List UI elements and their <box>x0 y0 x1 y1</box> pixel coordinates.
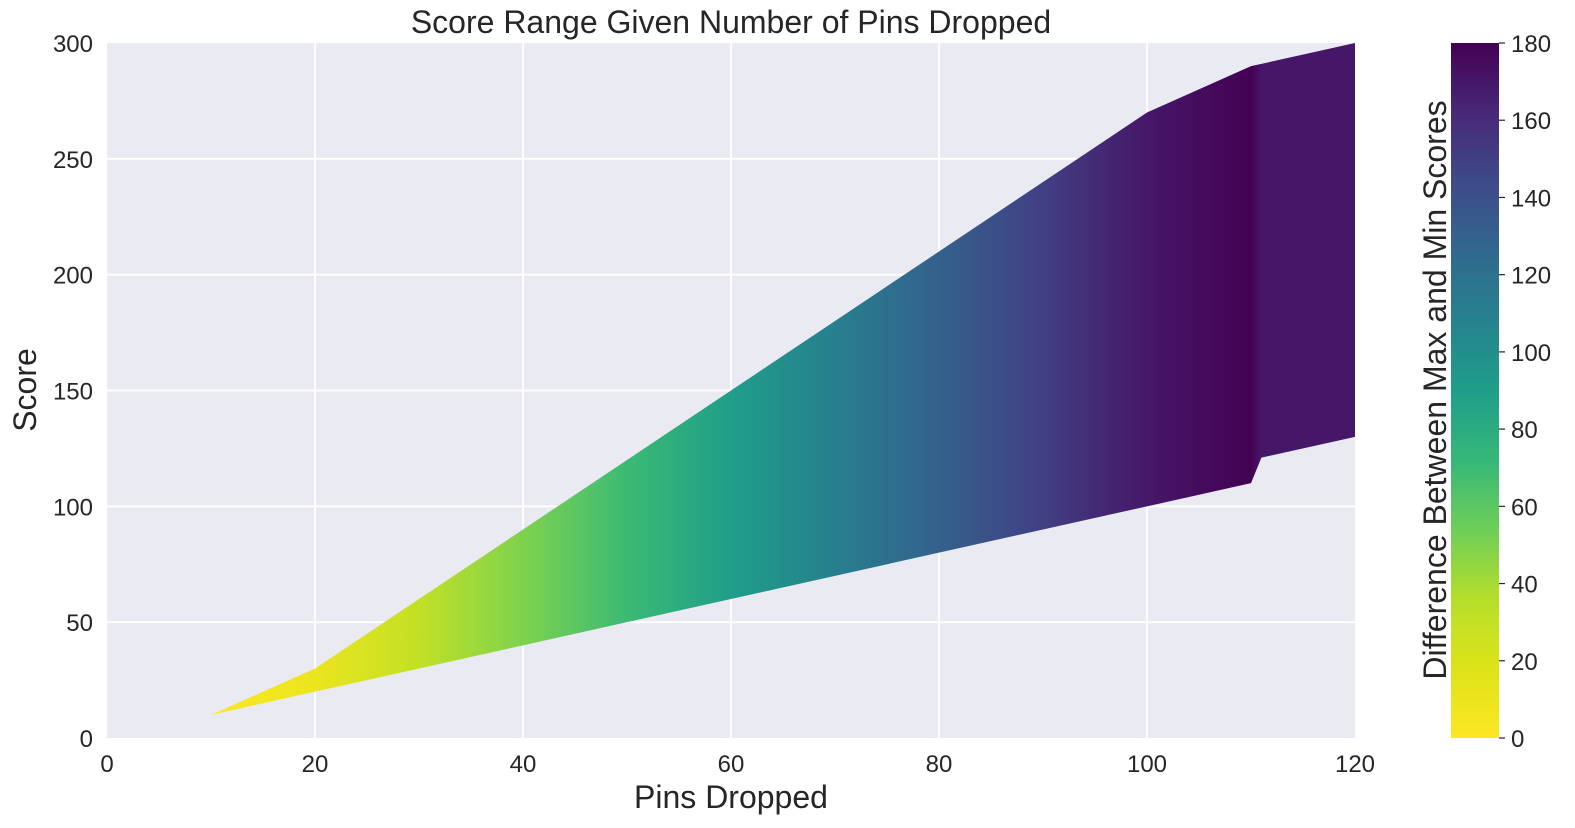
colorbar-tick-label: 80 <box>1511 417 1538 444</box>
score-range-area-layer <box>107 43 1355 738</box>
x-tick-label: 80 <box>926 751 953 778</box>
y-tick-label: 250 <box>53 147 93 174</box>
x-tick-label: 60 <box>718 751 745 778</box>
colorbar-tick-label: 160 <box>1511 108 1551 135</box>
y-tick-label: 200 <box>53 263 93 290</box>
y-tick-label: 150 <box>53 379 93 406</box>
colorbar-tick-label: 120 <box>1511 263 1551 290</box>
x-axis-title: Pins Dropped <box>634 779 828 815</box>
y-axis-title: Score <box>7 348 43 432</box>
colorbar <box>1451 43 1499 738</box>
colorbar-tick-labels: 0 20 40 60 80 100 120 140 160 180 <box>1499 31 1551 753</box>
y-tick-labels: 0 50 100 150 200 250 300 <box>53 31 93 753</box>
y-tick-label: 0 <box>80 726 93 753</box>
colorbar-tick-label: 100 <box>1511 340 1551 367</box>
colorbar-tick-label: 40 <box>1511 572 1538 599</box>
score-range-area <box>107 43 1355 738</box>
y-tick-label: 50 <box>66 610 93 637</box>
y-tick-label: 300 <box>53 31 93 58</box>
colorbar-tick-label: 0 <box>1511 726 1524 753</box>
y-tick-label: 100 <box>53 494 93 521</box>
chart-title: Score Range Given Number of Pins Dropped <box>411 4 1051 40</box>
x-tick-label: 40 <box>510 751 537 778</box>
colorbar-tick-label: 180 <box>1511 31 1551 58</box>
colorbar-tick-label: 20 <box>1511 649 1538 676</box>
x-tick-label: 120 <box>1335 751 1375 778</box>
x-tick-label: 100 <box>1127 751 1167 778</box>
x-tick-label: 0 <box>100 751 113 778</box>
colorbar-tick-label: 140 <box>1511 185 1551 212</box>
colorbar-label: Difference Between Max and Min Scores <box>1417 100 1453 679</box>
colorbar-tick-label: 60 <box>1511 494 1538 521</box>
x-tick-labels: 0 20 40 60 80 100 120 <box>100 751 1375 778</box>
x-tick-label: 20 <box>302 751 329 778</box>
